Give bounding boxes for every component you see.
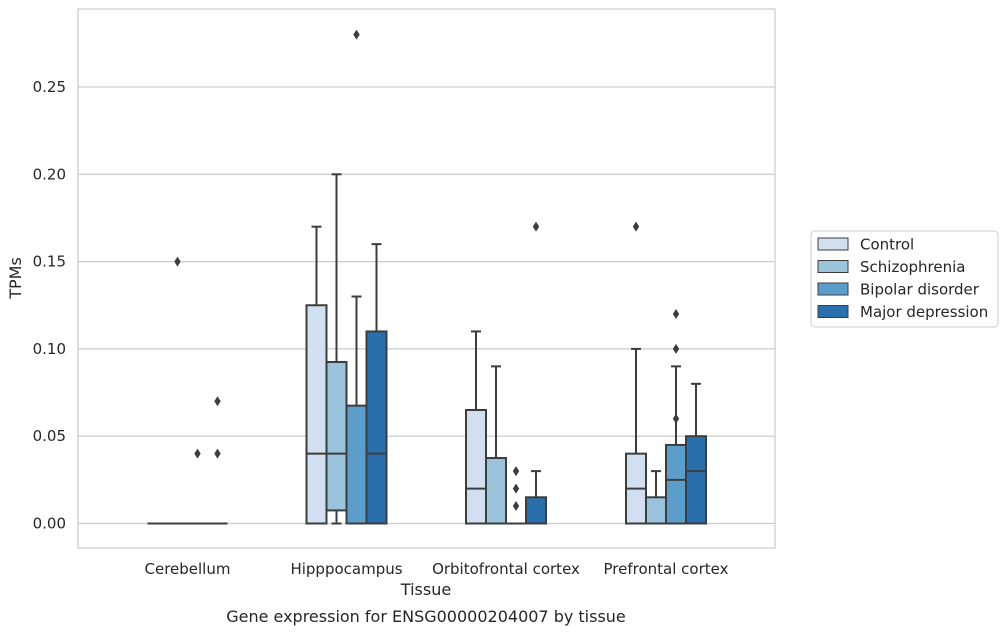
outlier-marker [194,448,201,459]
legend: Control Schizophrenia Bipolar disorder Majo… [810,230,999,328]
box-schizophrenia [325,173,348,525]
legend-swatch [817,282,849,296]
outlier-marker [532,221,540,232]
outlier-marker [214,396,221,407]
legend-swatch [817,305,849,318]
outlier-marker [512,501,520,512]
x-axis-ticks: Cerebellum Hipppocampus Orbitofrontal cort… [145,560,729,578]
y-tick-label: 0.05 [33,427,66,445]
y-tick-label: 0.25 [33,78,66,96]
x-tick-label: Orbitofrontal cortex [432,560,580,578]
outlier-marker [174,256,181,267]
outlier-marker [672,343,680,354]
box-schizophrenia [167,256,188,525]
box-body [365,330,388,525]
box-body [485,457,507,525]
box-bipolar-disorder [665,308,687,525]
box-series [147,29,707,525]
outlier-marker [214,448,221,459]
legend-label: Bipolar disorder [860,281,980,299]
plot-area [77,8,776,549]
box-bipolar-disorder [506,466,526,525]
box-major-depression [365,243,388,525]
outlier-marker [512,466,520,477]
legend-swatch [817,260,849,273]
box-major-depression [685,382,707,525]
x-tick-label: Prefrontal cortex [604,560,729,578]
x-axis-label: Tissue [400,580,451,599]
outlier-marker [512,483,520,494]
chart-caption: Gene expression for ENSG00000204007 by t… [226,607,626,626]
box-body [465,409,487,525]
box-bipolar-disorder [345,29,368,525]
outlier-marker [353,29,360,40]
legend-frame [810,230,999,328]
y-tick-label: 0.10 [33,340,66,358]
box-body [685,435,707,525]
box-schizophrenia [485,365,507,525]
x-tick-label: Cerebellum [145,560,231,578]
x-tick-label: Hipppocampus [290,560,402,578]
box-major-depression [207,396,228,525]
legend-swatch [817,237,849,251]
y-tick-label: 0.00 [33,515,66,533]
y-tick-label: 0.15 [33,253,66,271]
outlier-marker [632,221,640,232]
box-body [305,304,328,525]
outlier-marker [672,308,680,319]
box-body [525,496,547,525]
box-control [625,221,647,525]
box-body [645,496,667,525]
y-axis-label: TPMs [6,257,25,300]
box-body [345,404,368,525]
outlier-marker [672,413,680,424]
y-tick-label: 0.20 [33,165,66,183]
box-body [325,360,348,512]
box-bipolar-disorder [187,448,208,525]
legend-label: Major depression [860,303,988,321]
legend-label: Schizophrenia [860,258,965,276]
box-major-depression [525,221,547,525]
box-body [665,443,687,525]
y-axis-ticks: 0.00 0.05 0.10 0.15 0.20 0.25 [33,78,66,533]
legend-label: Control [860,236,914,254]
